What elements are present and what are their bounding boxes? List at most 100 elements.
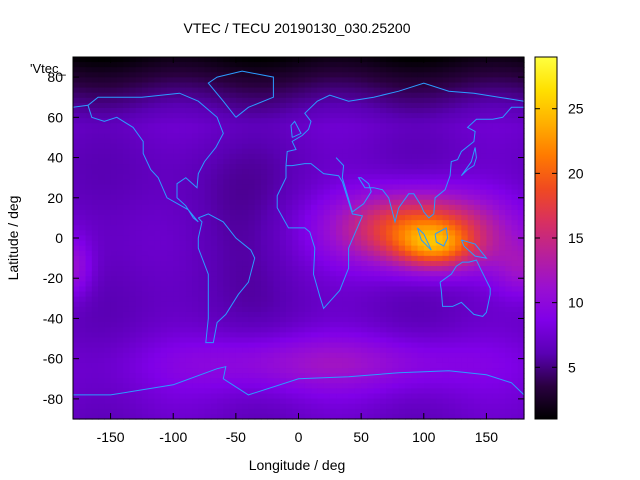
heat-cell [386,306,394,313]
heat-cell [498,301,506,308]
heat-cell [285,301,293,308]
heat-cell [404,301,412,308]
heat-cell [248,337,256,344]
heat-cell [467,337,475,344]
heat-cell [348,230,356,237]
heat-cell [285,209,293,216]
heat-cell [436,133,444,140]
heat-cell [505,164,513,170]
heat-cell [242,184,249,191]
heat-cell [342,291,350,298]
heat-cell [298,87,306,94]
heat-cell [116,153,124,160]
heat-cell [85,327,93,333]
heat-cell [292,276,300,282]
heat-cell [486,306,494,313]
heat-cell [442,362,450,369]
heat-cell [480,322,488,328]
heat-cell [91,301,99,308]
heat-cell [404,215,412,221]
heat-cell [116,97,124,104]
heat-cell [210,204,218,211]
heat-cell [442,128,450,135]
heat-cell [91,97,99,104]
heat-cell [367,260,375,267]
heat-cell [379,337,387,344]
heat-cell [317,220,325,226]
heat-cell [473,225,481,231]
heat-cell [323,245,331,252]
heat-cell [260,118,268,124]
heat-cell [436,296,444,303]
heat-cell [436,97,444,104]
heat-cell [342,398,350,405]
heat-cell [217,107,224,114]
heat-cell [423,118,431,124]
heat-cell [160,184,168,191]
heat-cell [79,266,87,272]
heat-cell [248,378,256,384]
heat-cell [461,357,469,364]
heat-cell [198,123,206,129]
heat-cell [91,184,99,191]
heat-cell [511,276,519,282]
heat-cell [311,204,318,211]
heat-cell [116,286,124,293]
heat-cell [85,266,93,272]
heat-cell [273,107,281,114]
heat-cell [505,179,513,186]
heat-cell [505,388,513,395]
heat-cell [461,199,469,206]
heat-cell [423,72,431,78]
heat-cell [417,57,425,63]
heat-cell [129,118,137,124]
heat-cell [185,138,193,145]
heat-cell [242,194,249,201]
heat-cell [455,72,462,78]
heat-cell [304,281,312,288]
heat-cell [166,286,174,293]
heat-cell [423,301,431,308]
heat-cell [417,220,425,226]
heat-cell [486,378,494,384]
heat-cell [141,164,149,170]
heat-cell [104,317,112,323]
heat-cell [160,92,168,99]
heat-cell [141,153,149,160]
heat-cell [285,352,293,359]
heat-cell [267,357,275,364]
heat-cell [386,301,394,308]
heat-cell [398,148,406,155]
heat-cell [492,235,500,242]
heat-cell [192,352,199,359]
heat-cell [260,255,268,262]
heat-cell [436,128,444,135]
heat-cell [123,164,130,170]
heat-cell [204,398,212,405]
heat-cell [223,306,231,313]
heat-cell [379,230,387,237]
heat-cell [279,102,287,109]
heat-cell [411,373,419,379]
heat-cell [248,393,256,400]
heat-cell [116,138,124,145]
heat-cell [104,322,112,328]
heat-cell [242,107,249,114]
heat-cell [311,301,318,308]
heat-cell [116,82,124,89]
heat-cell [298,240,306,247]
heat-cell [248,383,256,390]
heat-cell [267,220,275,226]
heat-cell [148,107,156,114]
heat-cell [417,347,425,354]
heat-cell [467,357,475,364]
heat-cell [91,72,99,78]
heat-cell [254,301,262,308]
heat-cell [166,87,174,94]
heat-cell [229,383,237,390]
heat-cell [267,342,275,349]
heat-cell [192,230,199,237]
heat-cell [373,77,381,84]
heat-cell [317,250,325,257]
heat-cell [173,62,181,68]
